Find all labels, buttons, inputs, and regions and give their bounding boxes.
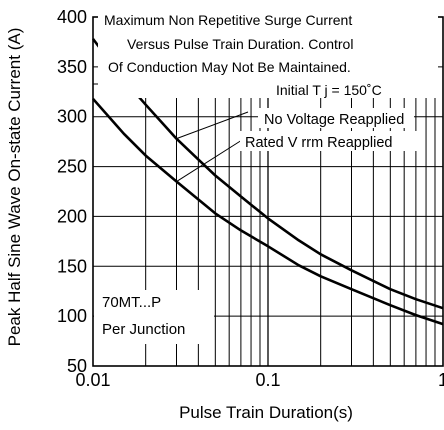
y-tick-label: 300 [57, 107, 87, 127]
y-tick-label: 150 [57, 256, 87, 276]
per-junction-label: Per Junction [102, 321, 185, 338]
series-layer [91, 38, 444, 326]
y-tick-label: 50 [67, 356, 87, 376]
no-voltage-curve [91, 38, 444, 310]
device-label-bg [94, 290, 214, 344]
description-line-3: Of Conduction May Not Be Maintained. [108, 59, 351, 75]
no-voltage-series-label: No Voltage Reapplied [264, 112, 404, 128]
y-tick-label: 100 [57, 306, 87, 326]
description-line-1: Maximum Non Repetitive Surge Current [104, 12, 352, 28]
description-line-2: Versus Pulse Train Duration. Control [127, 36, 353, 52]
y-tick-label: 350 [57, 57, 87, 77]
x-tick-label: 0.1 [255, 370, 280, 390]
x-tick-label: 1 [438, 370, 444, 390]
y-tick-label: 200 [57, 206, 87, 226]
no-voltage-label-bg [258, 108, 414, 128]
rated-vrrm-curve [92, 97, 444, 326]
x-tick-label: 0.01 [75, 370, 110, 390]
rated-vrrm-label-bg [240, 131, 422, 151]
rated-vrrm-series-label: Rated V rrm Reapplied [245, 135, 393, 151]
y-tick-label: 250 [57, 157, 87, 177]
leader-lines [176, 111, 249, 182]
y-axis-title: Peak Half Sine Wave On-state Current (A) [5, 28, 24, 347]
initial-tj-label: Initial T j = 150˚C [276, 82, 382, 98]
rated-vrrm-leader [176, 139, 243, 182]
description-annotation: Maximum Non Repetitive Surge Current Ver… [98, 8, 438, 98]
x-axis-title: Pulse Train Duration(s) [179, 403, 353, 422]
device-model-label: 70MT...P [102, 294, 161, 311]
description-box [98, 8, 438, 98]
no-voltage-leader [176, 111, 249, 140]
tick-labels: 50 100 150 200 250 300 350 400 0.01 0.1 1 [57, 7, 444, 390]
y-tick-label: 400 [57, 7, 87, 27]
